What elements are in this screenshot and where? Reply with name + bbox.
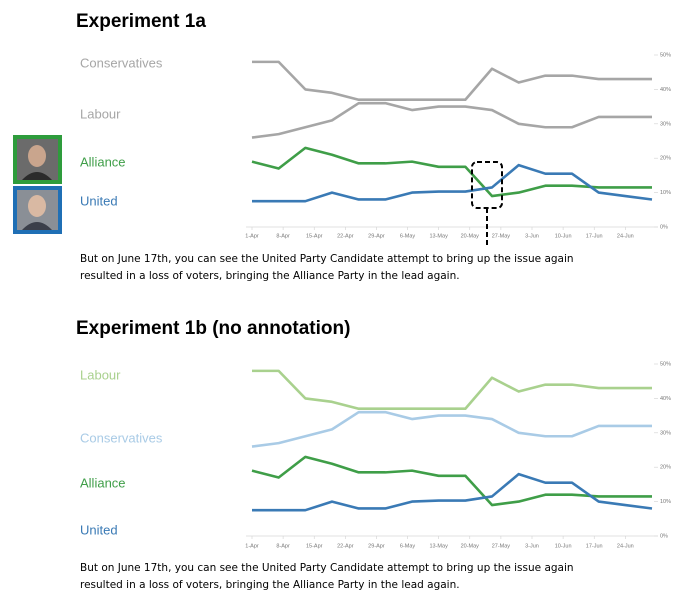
x-tick-label: 13-May xyxy=(429,233,448,239)
x-tick-label: 15-Apr xyxy=(306,233,323,239)
y-tick-label: 40% xyxy=(660,87,671,93)
chart-title: Experiment 1a xyxy=(76,11,206,32)
series-label: Alliance xyxy=(80,154,126,169)
x-tick-label: 27-May xyxy=(492,233,511,239)
x-tick-label: 1-Apr xyxy=(245,233,259,239)
y-tick-label: 30% xyxy=(660,121,671,127)
x-tick-label: 3-Jun xyxy=(525,233,539,239)
x-tick-label: 29-Apr xyxy=(368,233,385,239)
x-tick-label: 27-May xyxy=(492,543,511,549)
x-tick-label: 20-May xyxy=(461,233,480,239)
series-line xyxy=(251,455,652,507)
caption: But on June 17th, you can see the United… xyxy=(80,562,574,574)
series-label: Labour xyxy=(80,367,121,382)
y-tick-label: 50% xyxy=(660,361,671,367)
y-tick-label: 0% xyxy=(660,224,668,230)
united-photo xyxy=(13,186,62,234)
x-tick-label: 17-Jun xyxy=(586,543,603,549)
series-line xyxy=(252,472,653,512)
series-line xyxy=(252,369,652,411)
y-tick-label: 50% xyxy=(660,52,671,58)
series-line xyxy=(251,410,652,448)
x-tick-label: 8-Apr xyxy=(276,543,290,549)
y-tick-label: 10% xyxy=(660,499,671,505)
x-tick-label: 24-Jun xyxy=(617,543,634,549)
series-line xyxy=(251,146,652,198)
caption: resulted in a loss of voters, bringing t… xyxy=(80,270,460,282)
series-line xyxy=(251,101,652,139)
series-line xyxy=(252,60,652,102)
x-tick-label: 24-Jun xyxy=(617,233,634,239)
series-label: United xyxy=(80,193,118,208)
x-tick-label: 6-May xyxy=(400,543,416,549)
x-tick-label: 29-Apr xyxy=(368,543,385,549)
series-line xyxy=(252,163,653,203)
series-label: Labour xyxy=(80,106,121,121)
y-tick-label: 20% xyxy=(660,465,671,471)
x-tick-label: 1-Apr xyxy=(245,543,259,549)
series-label: Conservatives xyxy=(80,55,163,70)
alliance-photo xyxy=(13,135,62,184)
x-tick-label: 20-May xyxy=(461,543,480,549)
y-tick-label: 20% xyxy=(660,156,671,162)
caption: But on June 17th, you can see the United… xyxy=(80,253,574,265)
y-tick-label: 40% xyxy=(660,396,671,402)
x-tick-label: 10-Jun xyxy=(555,233,572,239)
y-tick-label: 0% xyxy=(660,533,668,539)
series-label: United xyxy=(80,522,118,537)
x-tick-label: 13-May xyxy=(429,543,448,549)
x-tick-label: 6-May xyxy=(400,233,416,239)
x-tick-label: 17-Jun xyxy=(586,233,603,239)
x-tick-label: 3-Jun xyxy=(525,543,539,549)
caption: resulted in a loss of voters, bringing t… xyxy=(80,579,460,591)
x-tick-label: 8-Apr xyxy=(276,233,290,239)
x-tick-label: 22-Apr xyxy=(337,233,354,239)
annotation xyxy=(471,161,503,246)
series-label: Alliance xyxy=(80,475,126,490)
y-tick-label: 30% xyxy=(660,430,671,436)
chart-title: Experiment 1b (no annotation) xyxy=(76,318,350,339)
x-tick-label: 10-Jun xyxy=(555,543,572,549)
y-tick-label: 10% xyxy=(660,190,671,196)
series-label: Conservatives xyxy=(80,430,163,445)
x-tick-label: 22-Apr xyxy=(337,543,354,549)
x-tick-label: 15-Apr xyxy=(306,543,323,549)
